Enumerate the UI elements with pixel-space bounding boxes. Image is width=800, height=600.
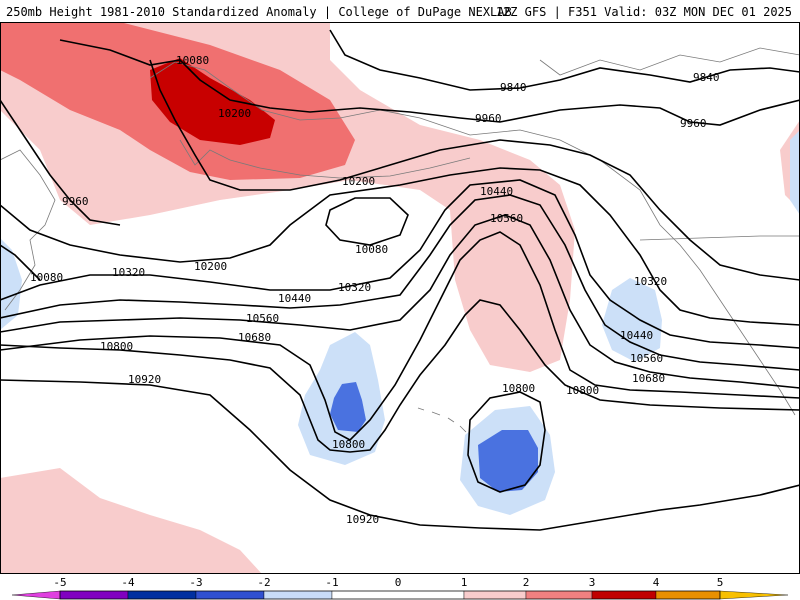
colorbar-tick-label: -1 xyxy=(325,576,338,589)
contour-label: 9840 xyxy=(693,71,720,84)
pos-anomaly-4 xyxy=(0,468,262,574)
contour-9960-b xyxy=(0,99,121,226)
neg-anomaly-4 xyxy=(478,430,538,492)
contour-label: 10320 xyxy=(634,275,667,288)
contour-10560 xyxy=(0,214,800,389)
colorbar-swatch xyxy=(591,590,657,600)
colorbar-tick-label: 2 xyxy=(523,576,530,589)
contour-label: 10680 xyxy=(238,331,271,344)
contour-label: 10920 xyxy=(346,513,379,526)
colorbar-tick-label: 4 xyxy=(653,576,660,589)
contour-label: 10440 xyxy=(620,329,653,342)
colorbar-swatch xyxy=(331,590,465,600)
contour-label: 10080 xyxy=(30,271,63,284)
colorbar-tick-label: -4 xyxy=(121,576,135,589)
contour-label: 10320 xyxy=(112,266,145,279)
colorbar-swatch xyxy=(463,590,527,600)
neg-anomaly-2 xyxy=(330,382,366,432)
contour-10320 xyxy=(0,179,800,349)
contour-label: 10200 xyxy=(194,260,227,273)
colorbar-outline xyxy=(59,590,721,600)
contour-10080-a xyxy=(0,244,41,281)
contour-10080-low xyxy=(325,197,409,246)
contour-10920 xyxy=(0,379,800,531)
contour-label: 10080 xyxy=(355,243,388,256)
contour-label: 10320 xyxy=(338,281,371,294)
colorbar-swatch xyxy=(263,590,333,600)
colorbar-tick-label: 3 xyxy=(589,576,596,589)
border-us-canada xyxy=(639,235,800,241)
contour-10200 xyxy=(0,167,800,326)
anomaly-colorbar: -5 -4 -3 -2 -1 0 1 2 3 4 5 xyxy=(11,576,789,600)
contour-label: 10800 xyxy=(566,384,599,397)
contour-labels: 10080 10200 9960 9840 9960 9840 9960 102… xyxy=(30,54,720,526)
colorbar-left-arrow xyxy=(11,590,61,600)
colorbar-swatch xyxy=(655,590,721,600)
neg-anomaly-6 xyxy=(0,238,22,330)
contour-10800 xyxy=(0,299,800,453)
contour-label: 9960 xyxy=(475,112,502,125)
colorbar-tick-label: -2 xyxy=(257,576,270,589)
contour-label: 10800 xyxy=(502,382,535,395)
coast-canada xyxy=(539,47,800,76)
contour-9840 xyxy=(329,29,800,91)
contour-label: 10440 xyxy=(278,292,311,305)
height-contours xyxy=(0,29,800,531)
contour-9960-a xyxy=(59,39,800,126)
coastlines xyxy=(0,47,800,433)
coast-alaska xyxy=(149,61,796,416)
colorbar-tick-label: -3 xyxy=(189,576,202,589)
contour-label: 10440 xyxy=(480,185,513,198)
colorbar-swatch xyxy=(195,590,265,600)
contour-label: 10200 xyxy=(218,107,251,120)
negative-anomaly-areas xyxy=(0,130,800,515)
pos-anomaly-3 xyxy=(150,58,275,145)
contour-label: 9960 xyxy=(62,195,89,208)
colorbar-tick-label: 5 xyxy=(717,576,724,589)
contour-label: 10680 xyxy=(632,372,665,385)
title-bar: 250mb Height 1981-2010 Standardized Anom… xyxy=(0,0,800,22)
colorbar-swatch xyxy=(525,590,593,600)
neg-anomaly-5 xyxy=(602,278,662,362)
contour-label: 10560 xyxy=(246,312,279,325)
colorbar-right-arrow xyxy=(719,590,789,600)
coast-hawaii xyxy=(417,407,467,433)
positive-anomaly-areas xyxy=(0,22,800,574)
coast-aleutians xyxy=(179,139,471,179)
coast-siberia xyxy=(0,149,56,311)
contour-10800-low xyxy=(467,391,546,493)
contour-label: 10200 xyxy=(342,175,375,188)
colorbar-ticks: -5 -4 -3 -2 -1 0 1 2 3 4 5 xyxy=(53,576,723,589)
contour-label: 10080 xyxy=(176,54,209,67)
map-title: 250mb Height 1981-2010 Standardized Anom… xyxy=(6,5,512,19)
colorbar-tick-label: -5 xyxy=(53,576,66,589)
contour-label: 9840 xyxy=(500,81,527,94)
contour-label: 10560 xyxy=(490,212,523,225)
contour-10440 xyxy=(0,194,800,371)
neg-anomaly-7 xyxy=(790,130,800,215)
contour-label: 10560 xyxy=(630,352,663,365)
contour-10680 xyxy=(0,231,800,441)
contour-label: 10920 xyxy=(128,373,161,386)
contour-label: 10800 xyxy=(332,438,365,451)
colorbar-swatch xyxy=(59,590,129,600)
contour-label: 10800 xyxy=(100,340,133,353)
colorbar-swatch xyxy=(127,590,197,600)
colorbar-tick-label: 0 xyxy=(395,576,402,589)
anomaly-map: 10080 10200 9960 9840 9960 9840 9960 102… xyxy=(0,22,800,574)
contour-10080-b xyxy=(149,59,800,281)
colorbar-tick-label: 1 xyxy=(461,576,468,589)
contour-label: 9960 xyxy=(680,117,707,130)
model-valid-time: 12Z GFS | F351 Valid: 03Z MON DEC 01 202… xyxy=(495,5,792,19)
